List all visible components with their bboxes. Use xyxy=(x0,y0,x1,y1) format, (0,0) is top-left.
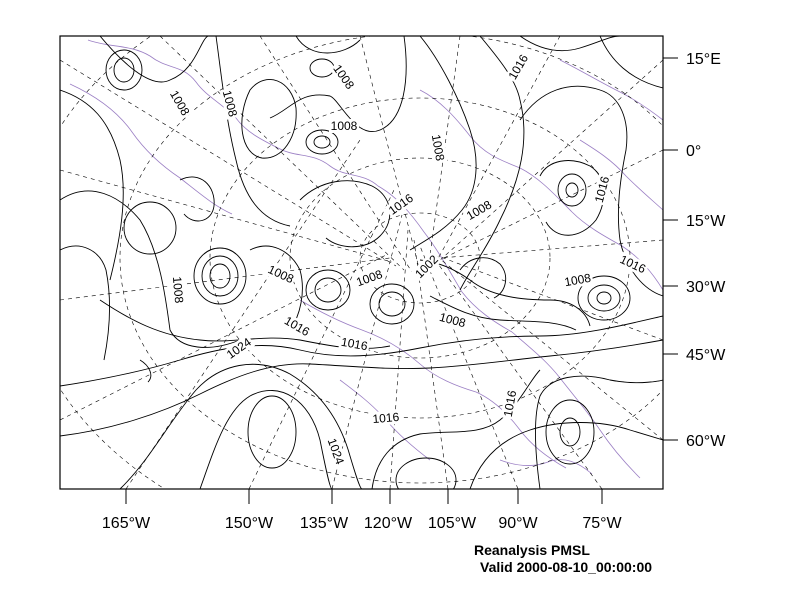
graticule xyxy=(60,36,663,489)
caption-valid-time: Valid 2000-08-10_00:00:00 xyxy=(480,559,653,575)
contour-label: 1024 xyxy=(222,334,256,363)
contour-label: 1008 xyxy=(169,274,187,306)
contour-label: 1008 xyxy=(561,270,594,290)
contour-label: 1016 xyxy=(370,409,402,427)
contour-label: 1016 xyxy=(616,251,650,277)
svg-text:1008: 1008 xyxy=(220,89,241,119)
lat-tick-label: 45°W xyxy=(686,347,726,364)
lon-tick-label: 120°W xyxy=(364,515,413,532)
lon-tick-label: 150°W xyxy=(225,515,274,532)
svg-text:1008: 1008 xyxy=(354,267,384,289)
svg-text:1008: 1008 xyxy=(438,310,468,331)
lon-tick-label: 105°W xyxy=(428,515,477,532)
contour-label: 1008 xyxy=(436,309,469,331)
lat-tick-label: 15°W xyxy=(686,213,726,230)
contour-label: 1016 xyxy=(500,387,520,420)
svg-text:1008: 1008 xyxy=(563,271,592,289)
contour-label: 1016 xyxy=(504,50,532,84)
lon-tick-labels: 165°W 150°W 135°W 120°W 105°W 90°W 75°W xyxy=(102,515,623,532)
contour-label: 1008 xyxy=(428,131,448,164)
lon-tick-label: 75°W xyxy=(582,515,622,532)
contour-label: 1016 xyxy=(338,334,371,354)
svg-text:1024: 1024 xyxy=(325,436,347,466)
svg-text:1016: 1016 xyxy=(372,410,400,426)
lon-tick-label: 165°W xyxy=(102,515,151,532)
lon-ticks xyxy=(125,489,603,504)
svg-text:1008: 1008 xyxy=(429,133,447,162)
contour-label: 1008 xyxy=(219,87,241,120)
contour-label: 1008 xyxy=(166,86,194,120)
svg-text:1008: 1008 xyxy=(170,276,186,304)
contour-label: 1016 xyxy=(627,341,654,355)
caption-title: Reanalysis PMSL xyxy=(474,542,590,558)
contour-label: 1008 xyxy=(329,119,359,133)
lat-ticks xyxy=(663,57,678,441)
lon-tick-label: 90°W xyxy=(498,515,538,532)
contour-label: 1016 xyxy=(591,173,613,206)
lon-tick-label: 135°W xyxy=(300,515,349,532)
contour-label: 1008 xyxy=(462,196,496,224)
lat-tick-label: 0° xyxy=(686,143,701,160)
svg-text:1016: 1016 xyxy=(501,389,519,418)
contour-label: 1024 xyxy=(324,434,348,468)
lat-tick-labels: 15°E 0° 15°W 30°W 45°W 60°W xyxy=(686,51,726,450)
isobar-contours xyxy=(60,36,663,489)
lat-tick-label: 30°W xyxy=(686,279,726,296)
lat-tick-label: 15°E xyxy=(686,51,721,68)
svg-text:1016: 1016 xyxy=(340,335,369,353)
contour-label: 1016 xyxy=(384,190,418,219)
svg-text:1016: 1016 xyxy=(592,174,613,204)
svg-text:1008: 1008 xyxy=(331,119,358,133)
lat-tick-label: 60°W xyxy=(686,433,726,450)
plot-frame xyxy=(59,35,664,490)
contour-label: 1008 xyxy=(264,261,298,287)
